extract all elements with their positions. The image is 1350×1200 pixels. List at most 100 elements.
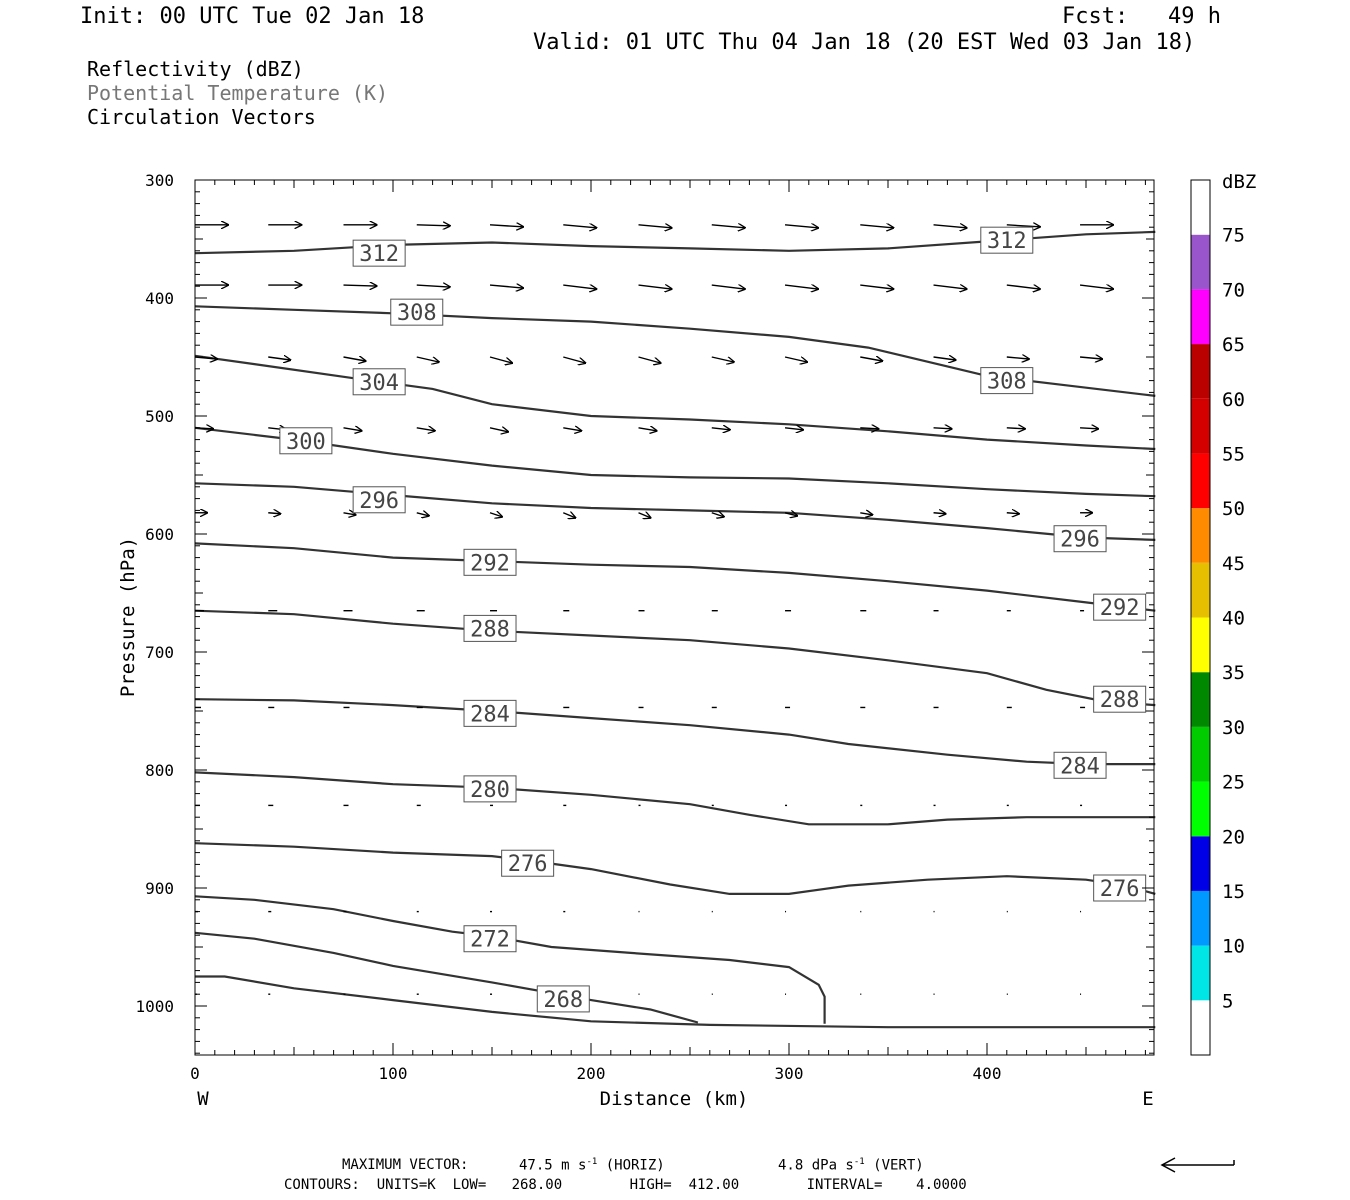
circulation-vector: [416, 285, 450, 287]
circulation-vector: [860, 285, 893, 289]
y-tick-label: 1000: [135, 997, 174, 1016]
contour-label-272: 272: [463, 925, 517, 953]
circulation-vector: [711, 428, 730, 430]
circulation-vector: [1006, 513, 1019, 514]
colorbar-level-label: 60: [1222, 389, 1245, 411]
colorbar-swatch: [1191, 726, 1210, 782]
circulation-vector: [638, 513, 651, 518]
circulation-vector: [489, 356, 512, 363]
circulation-vector: [784, 356, 807, 362]
circulation-vector: [784, 225, 818, 228]
colorbar-level-label: 25: [1222, 772, 1245, 794]
y-tick-label: 600: [145, 525, 174, 544]
colorbar-level-label: 15: [1222, 881, 1245, 903]
max-vector-label: MAXIMUM VECTOR:: [342, 1157, 469, 1173]
circulation-vector: [343, 428, 362, 431]
circulation-vector: [268, 513, 280, 514]
circulation-vector: [416, 225, 450, 226]
contour-label-284: 284: [1053, 751, 1107, 779]
circulation-vector: [489, 513, 502, 517]
forecast-hour: Fcst: 49 h: [1062, 4, 1221, 29]
colorbar-swatch: [1191, 398, 1210, 454]
x-axis-label: Distance (km): [600, 1088, 749, 1110]
svg-text:280: 280: [470, 778, 510, 803]
colorbar-swatch: [1191, 890, 1210, 946]
max-vector-vert: 4.8 dPa s-1 (VERT): [778, 1157, 924, 1174]
contour-label-276: 276: [1093, 874, 1147, 902]
init-time: Init: 00 UTC Tue 02 Jan 18: [80, 4, 425, 29]
circulation-vector: [784, 285, 818, 289]
theta-contour-292: [194, 542, 1156, 612]
y-axis-label: Pressure (hPa): [117, 537, 139, 697]
svg-text:276: 276: [508, 852, 548, 877]
contour-label-288: 288: [463, 614, 517, 642]
circulation-vector: [1079, 357, 1102, 359]
svg-text:296: 296: [359, 489, 399, 514]
colorbar-swatch: [1191, 234, 1210, 290]
svg-text:308: 308: [397, 301, 437, 326]
svg-text:284: 284: [470, 702, 510, 727]
circulation-vector: [933, 428, 952, 429]
theta-contour-266: [195, 975, 1156, 1029]
valid-time: Valid: 01 UTC Thu 04 Jan 18 (20 EST Wed …: [533, 30, 1196, 55]
circulation-vector: [268, 357, 290, 360]
circulation-vector: [933, 513, 946, 514]
contour-info: CONTOURS: UNITS=K LOW= 268.00 HIGH= 412.…: [284, 1177, 967, 1193]
circulation-vector: [638, 285, 672, 289]
colorbar-frame: [1190, 179, 1211, 1056]
circulation-vector: [933, 225, 967, 228]
colorbar-swatch: [1191, 180, 1210, 235]
x-end-label-west: W: [197, 1088, 209, 1110]
theta-contour-276: [194, 842, 1156, 895]
contour-label-276: 276: [501, 849, 555, 877]
x-tick-label: 100: [379, 1064, 408, 1083]
circulation-vector: [563, 428, 581, 431]
svg-text:292: 292: [1100, 596, 1140, 621]
contour-label-292: 292: [1093, 593, 1147, 621]
contour-label-312: 312: [352, 239, 406, 267]
theta-contour-272: [194, 895, 826, 1024]
svg-text:312: 312: [987, 229, 1027, 254]
colorbar-swatch: [1191, 562, 1210, 618]
svg-text:296: 296: [1060, 528, 1100, 553]
circulation-vector: [1079, 285, 1113, 289]
colorbar-level-label: 75: [1222, 225, 1245, 247]
circulation-vector: [1006, 225, 1040, 227]
contour-label-268: 268: [536, 985, 590, 1013]
circulation-vector: [860, 357, 882, 361]
colorbar-swatch: [1191, 508, 1210, 563]
colorbar-level-label: 40: [1222, 608, 1245, 630]
svg-text:304: 304: [359, 371, 399, 396]
contour-label-312: 312: [980, 226, 1034, 254]
contour-label-280: 280: [463, 775, 517, 803]
circulation-vector: [489, 225, 523, 227]
colorbar-swatch: [1191, 836, 1210, 891]
circulation-vector: [563, 513, 575, 518]
colorbar-swatch: [1191, 617, 1210, 673]
circulation-vector: [416, 513, 429, 516]
colorbar-swatch: [1191, 453, 1210, 509]
y-tick-label: 800: [145, 761, 174, 780]
circulation-vector: [784, 428, 803, 430]
contour-label-296: 296: [1053, 525, 1107, 553]
field-label-theta: Potential Temperature (K): [87, 81, 389, 105]
circulation-vector: [638, 356, 661, 363]
circulation-vector: [711, 225, 745, 228]
circulation-vector: [933, 285, 967, 289]
colorbar-level-label: 10: [1222, 936, 1245, 958]
colorbar-level-label: 30: [1222, 717, 1245, 739]
svg-text:292: 292: [470, 551, 510, 576]
circulation-vector: [711, 513, 724, 517]
colorbar-level-label: 45: [1222, 553, 1245, 575]
colorbar-swatch: [1191, 672, 1210, 727]
contour-label-308: 308: [980, 367, 1034, 395]
theta-contour-284: [194, 698, 1156, 766]
field-label-vectors: Circulation Vectors: [87, 105, 316, 129]
theta-contour-280: [194, 771, 1156, 826]
circulation-vector: [1006, 357, 1029, 359]
contour-label-292: 292: [463, 548, 517, 576]
circulation-vector: [638, 225, 672, 228]
svg-text:312: 312: [359, 242, 399, 267]
svg-text:268: 268: [543, 988, 583, 1013]
colorbar-swatch: [1191, 289, 1210, 345]
